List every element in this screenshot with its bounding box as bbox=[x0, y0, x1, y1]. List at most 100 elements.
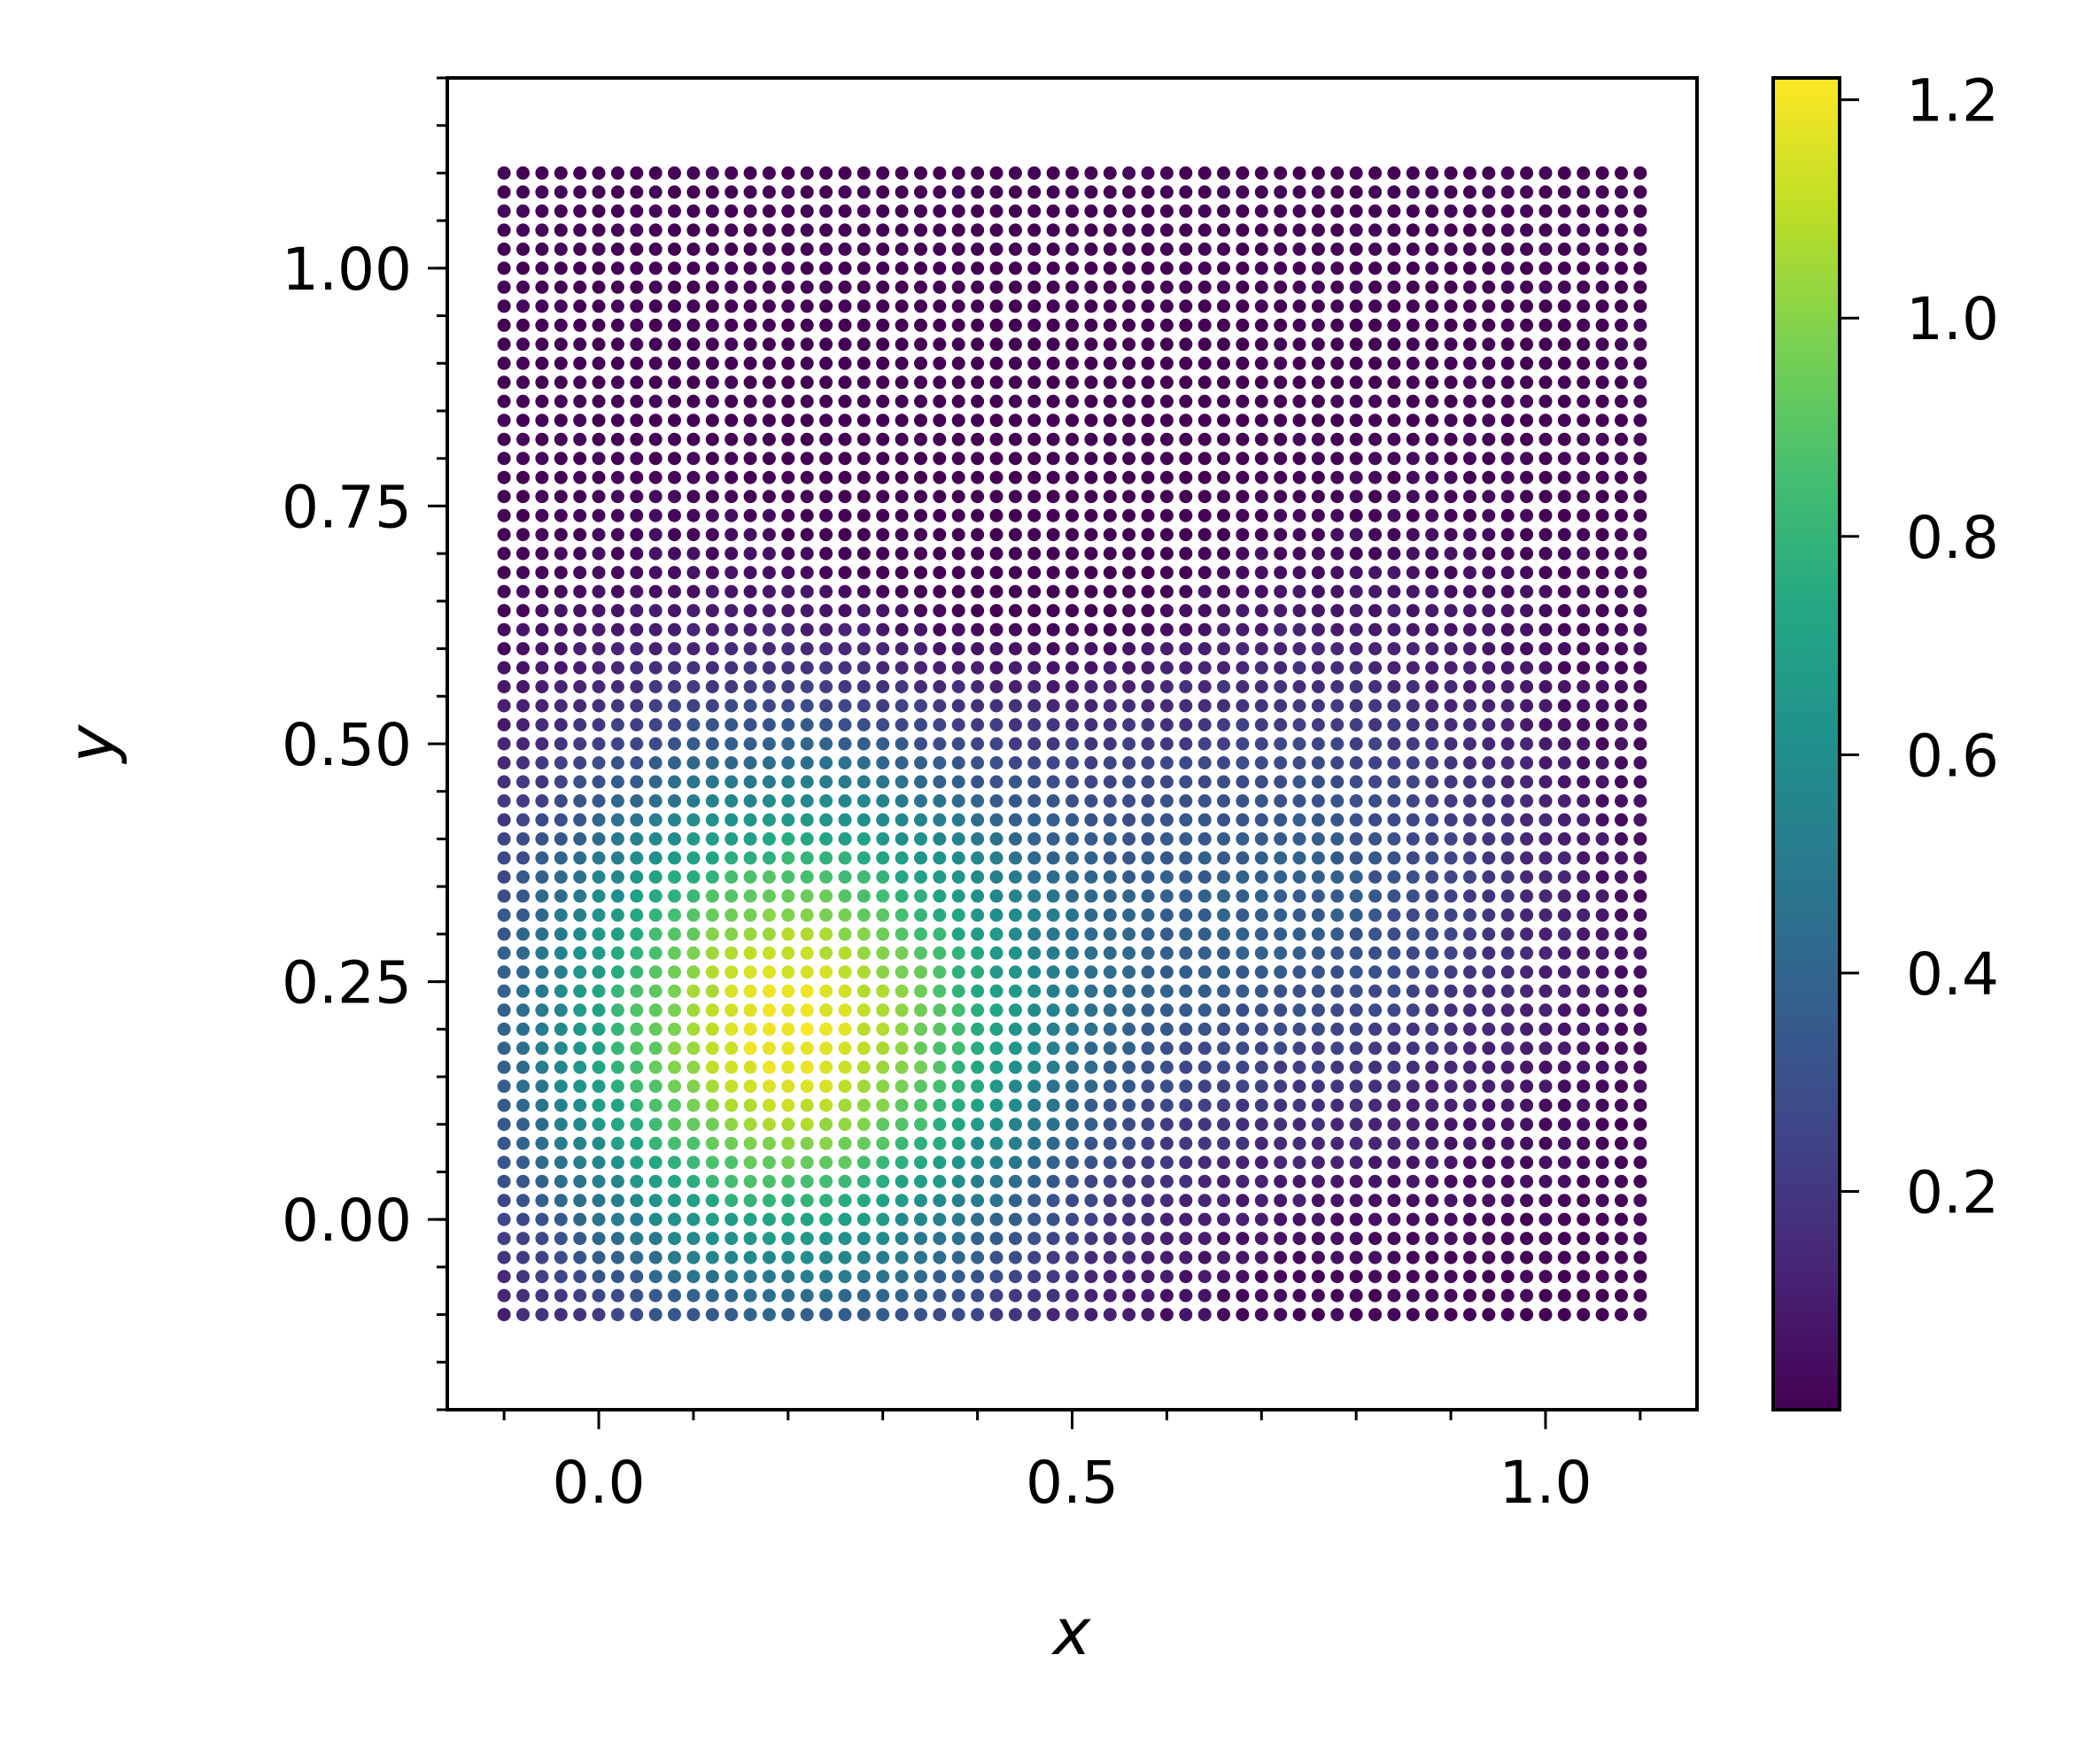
scatter-point bbox=[1406, 280, 1420, 294]
scatter-point bbox=[1520, 337, 1534, 352]
scatter-point bbox=[1463, 984, 1476, 998]
scatter-point bbox=[1217, 566, 1230, 580]
scatter-point bbox=[668, 813, 681, 827]
scatter-point bbox=[1425, 1041, 1439, 1056]
scatter-point bbox=[1482, 1136, 1496, 1150]
scatter-point bbox=[705, 584, 719, 599]
scatter-point bbox=[497, 166, 511, 180]
scatter-point bbox=[1349, 394, 1363, 408]
scatter-point bbox=[497, 394, 511, 408]
scatter-point bbox=[554, 1060, 568, 1074]
scatter-point bbox=[971, 280, 985, 294]
scatter-point bbox=[819, 1174, 833, 1188]
scatter-point bbox=[1236, 1117, 1250, 1132]
scatter-point bbox=[630, 528, 644, 542]
scatter-point bbox=[1141, 680, 1155, 693]
scatter-point bbox=[705, 414, 719, 428]
scatter-point bbox=[497, 280, 511, 294]
scatter-point bbox=[610, 927, 624, 941]
scatter-point bbox=[725, 927, 739, 941]
scatter-point bbox=[648, 946, 663, 960]
scatter-point bbox=[1463, 718, 1476, 731]
scatter-point bbox=[989, 528, 1004, 542]
scatter-point bbox=[1274, 337, 1288, 352]
scatter-point bbox=[1159, 299, 1174, 313]
scatter-point bbox=[800, 1003, 814, 1017]
scatter-point bbox=[781, 1212, 795, 1226]
scatter-point bbox=[1557, 1250, 1571, 1264]
scatter-point bbox=[1387, 1079, 1401, 1094]
scatter-point bbox=[1274, 604, 1288, 618]
scatter-point bbox=[592, 1060, 606, 1074]
scatter-point bbox=[1520, 1117, 1534, 1132]
scatter-point bbox=[819, 566, 833, 580]
scatter-point bbox=[951, 452, 965, 466]
scatter-point bbox=[725, 642, 739, 656]
y-tick-label: 0.00 bbox=[282, 1187, 412, 1255]
scatter-point bbox=[1254, 794, 1268, 808]
scatter-point bbox=[1179, 1098, 1193, 1112]
scatter-point bbox=[856, 1098, 871, 1112]
scatter-point bbox=[1557, 318, 1571, 332]
scatter-point bbox=[1179, 356, 1193, 370]
scatter-point bbox=[592, 813, 606, 827]
scatter-point bbox=[971, 432, 985, 446]
scatter-point bbox=[705, 1156, 719, 1170]
scatter-point bbox=[705, 375, 719, 390]
scatter-point bbox=[1557, 1194, 1571, 1208]
scatter-point bbox=[1084, 432, 1098, 446]
scatter-point bbox=[535, 394, 549, 408]
scatter-point bbox=[1615, 166, 1628, 180]
scatter-point bbox=[1349, 1232, 1363, 1246]
scatter-point bbox=[743, 889, 757, 903]
scatter-point bbox=[1179, 851, 1193, 865]
scatter-point bbox=[1084, 508, 1098, 522]
scatter-point bbox=[668, 870, 681, 884]
scatter-point bbox=[1368, 1288, 1383, 1303]
scatter-point bbox=[725, 1194, 739, 1208]
scatter-point bbox=[971, 584, 985, 599]
scatter-point bbox=[725, 414, 739, 428]
scatter-point bbox=[1444, 623, 1458, 637]
scatter-point bbox=[1330, 680, 1344, 693]
scatter-point bbox=[838, 680, 852, 693]
scatter-point bbox=[535, 261, 549, 275]
scatter-point bbox=[1179, 927, 1193, 941]
scatter-point bbox=[1444, 813, 1458, 827]
scatter-point bbox=[743, 642, 757, 656]
scatter-point bbox=[1141, 756, 1155, 769]
scatter-point bbox=[1217, 889, 1230, 903]
scatter-point bbox=[951, 204, 965, 218]
scatter-point bbox=[1065, 1136, 1079, 1150]
scatter-point bbox=[1217, 831, 1230, 846]
scatter-point bbox=[1179, 642, 1193, 656]
scatter-point bbox=[1406, 1194, 1420, 1208]
scatter-point bbox=[1406, 432, 1420, 446]
scatter-point bbox=[1387, 394, 1401, 408]
scatter-point bbox=[1406, 1136, 1420, 1150]
scatter-point bbox=[1633, 1098, 1647, 1112]
scatter-point bbox=[743, 756, 757, 769]
scatter-point bbox=[933, 1308, 947, 1322]
scatter-point bbox=[876, 984, 890, 998]
scatter-point bbox=[1387, 908, 1401, 922]
scatter-point bbox=[1236, 394, 1250, 408]
scatter-point bbox=[800, 1212, 814, 1226]
scatter-point bbox=[1425, 1156, 1439, 1170]
scatter-point bbox=[686, 813, 701, 827]
scatter-point bbox=[1368, 680, 1383, 693]
scatter-point bbox=[1444, 204, 1458, 218]
scatter-point bbox=[554, 204, 568, 218]
scatter-point bbox=[1236, 1041, 1250, 1056]
scatter-point bbox=[1425, 1194, 1439, 1208]
scatter-point bbox=[1425, 337, 1439, 352]
scatter-point bbox=[516, 356, 530, 370]
scatter-point bbox=[1557, 566, 1571, 580]
scatter-point bbox=[838, 1250, 852, 1264]
scatter-point bbox=[573, 185, 587, 199]
scatter-point bbox=[1274, 870, 1288, 884]
scatter-point bbox=[743, 528, 757, 542]
scatter-point bbox=[1577, 318, 1591, 332]
scatter-point bbox=[989, 1079, 1004, 1094]
scatter-point bbox=[725, 851, 739, 865]
